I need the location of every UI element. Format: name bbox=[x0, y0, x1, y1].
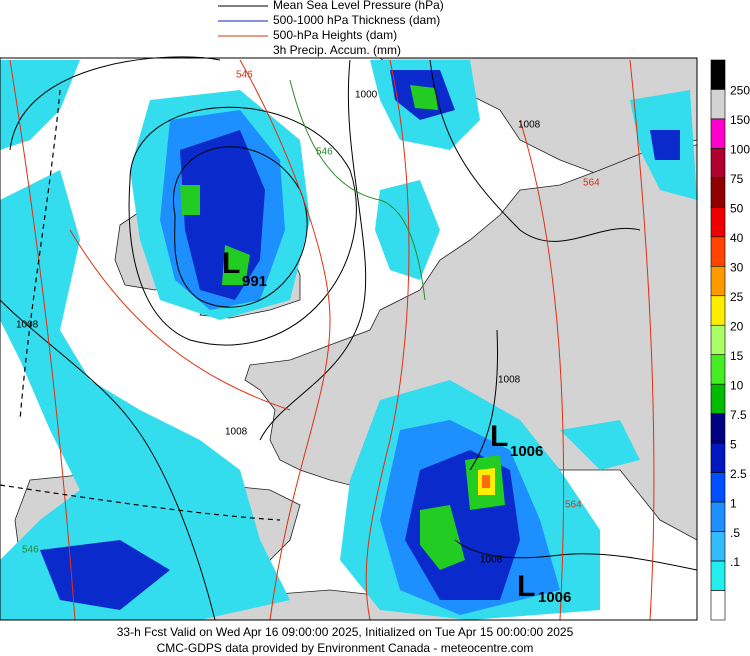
colorbar-swatch bbox=[710, 177, 726, 208]
colorbar-label: 50 bbox=[730, 202, 744, 216]
contour-label: 1008 bbox=[480, 555, 503, 566]
contour-label: 1008 bbox=[16, 320, 39, 331]
low-pressure: 1006 bbox=[510, 443, 543, 460]
colorbar-swatch bbox=[710, 207, 726, 238]
contour-label: 546 bbox=[236, 70, 253, 81]
colorbar-swatch bbox=[710, 383, 726, 414]
colorbar-label: 40 bbox=[730, 231, 744, 245]
colorbar-label: 7.5 bbox=[730, 408, 747, 422]
contour-label: 546 bbox=[22, 545, 39, 556]
colorbar-label: 75 bbox=[730, 172, 744, 186]
colorbar-swatch bbox=[710, 501, 726, 532]
colorbar-label: 15 bbox=[730, 349, 744, 363]
colorbar-swatch bbox=[710, 59, 726, 90]
footer-line: 33-h Fcst Valid on Wed Apr 16 09:00:00 2… bbox=[117, 625, 574, 639]
colorbar-swatch bbox=[710, 560, 726, 591]
contour-label: 564 bbox=[565, 500, 582, 511]
contour-label: 1008 bbox=[518, 120, 541, 131]
low-letter: L bbox=[222, 247, 240, 280]
low-pressure: 1006 bbox=[538, 589, 571, 606]
colorbar-swatch bbox=[710, 324, 726, 356]
colorbar-label: 100 bbox=[730, 143, 750, 157]
colorbar-swatch bbox=[710, 472, 726, 503]
map-border bbox=[0, 57, 698, 621]
legend-label: 3h Precip. Accum. (mm) bbox=[273, 43, 401, 57]
map: 546 1000 546 1008 564 1008 1008 1008 546… bbox=[0, 56, 698, 621]
colorbar-swatch bbox=[710, 236, 726, 267]
colorbar-swatch bbox=[710, 148, 726, 179]
colorbar-swatch bbox=[710, 354, 726, 385]
low-letter: L bbox=[490, 420, 508, 453]
colorbar: 250 150 100 75 50 40 30 25 20 15 10 7.5 5 2.5 1 .5 .1 bbox=[710, 59, 750, 621]
colorbar-label: 30 bbox=[730, 260, 744, 274]
contour-label: 1008 bbox=[225, 427, 248, 438]
legend: Mean Sea Level Pressure (hPa)500-1000 hP… bbox=[218, 0, 444, 57]
colorbar-swatch bbox=[710, 89, 726, 120]
low-pressure: 991 bbox=[242, 273, 267, 290]
colorbar-swatch bbox=[710, 531, 726, 562]
legend-label: Mean Sea Level Pressure (hPa) bbox=[273, 0, 444, 12]
colorbar-swatch bbox=[710, 590, 726, 621]
colorbar-label: 150 bbox=[730, 113, 750, 127]
colorbar-label: 250 bbox=[730, 84, 750, 98]
contour-label: 1008 bbox=[498, 375, 521, 386]
colorbar-label: 2.5 bbox=[730, 467, 747, 481]
colorbar-swatch bbox=[710, 118, 726, 149]
contour-label: 546 bbox=[316, 147, 333, 158]
colorbar-label: 20 bbox=[730, 319, 744, 333]
colorbar-swatch bbox=[710, 413, 726, 444]
colorbar-swatch bbox=[710, 442, 726, 473]
colorbar-swatch bbox=[710, 266, 726, 297]
colorbar-label: .1 bbox=[730, 555, 740, 569]
contour-label: 1000 bbox=[355, 90, 378, 101]
legend-label: 500-hPa Heights (dam) bbox=[273, 28, 397, 42]
low-letter: L bbox=[517, 570, 535, 603]
colorbar-label: 1 bbox=[730, 496, 737, 510]
colorbar-label: .5 bbox=[730, 526, 740, 540]
footer-line: CMC-GDPS data provided by Environment Ca… bbox=[157, 641, 534, 655]
legend-label: 500-1000 hPa Thickness (dam) bbox=[273, 13, 440, 27]
colorbar-swatch bbox=[710, 295, 726, 326]
colorbar-label: 25 bbox=[730, 290, 744, 304]
contours bbox=[0, 56, 698, 621]
colorbar-label: 10 bbox=[730, 378, 744, 392]
contour-label: 564 bbox=[583, 178, 600, 189]
colorbar-label: 5 bbox=[730, 437, 737, 451]
